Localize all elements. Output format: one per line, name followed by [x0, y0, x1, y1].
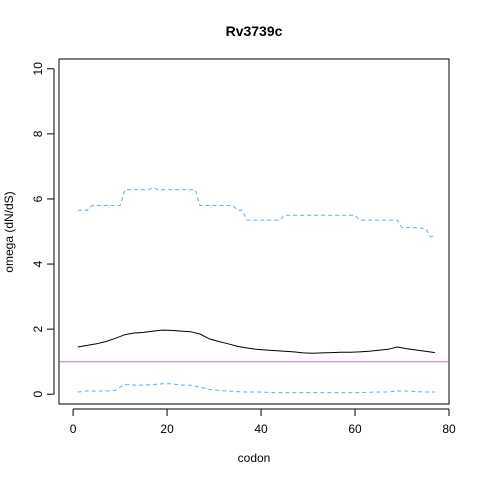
y-tick-label: 0 [31, 391, 45, 398]
x-tick-label: 40 [254, 422, 268, 436]
x-axis: 0 20 40 60 80 [70, 408, 456, 436]
y-tick-label: 6 [31, 195, 45, 202]
x-axis-label: codon [238, 451, 271, 465]
series-layer [59, 187, 449, 394]
ci-line-2 [77, 383, 435, 394]
y-tick-label: 8 [31, 130, 45, 137]
y-tick-label: 4 [31, 260, 45, 267]
y-axis: 0 2 4 6 8 10 [31, 62, 55, 398]
y-tick-label: 10 [31, 62, 45, 76]
x-tick-label: 20 [160, 422, 174, 436]
x-tick-label: 80 [442, 422, 456, 436]
omega-line-0 [77, 329, 435, 354]
ci-line-1 [77, 187, 435, 237]
y-tick-label: 2 [31, 325, 45, 332]
plot-frame [58, 58, 450, 405]
chart-title: Rv3739c [226, 23, 283, 39]
x-tick-label: 0 [70, 422, 77, 436]
y-axis-label: omega (dN/dS) [2, 191, 16, 272]
x-tick-label: 60 [348, 422, 362, 436]
